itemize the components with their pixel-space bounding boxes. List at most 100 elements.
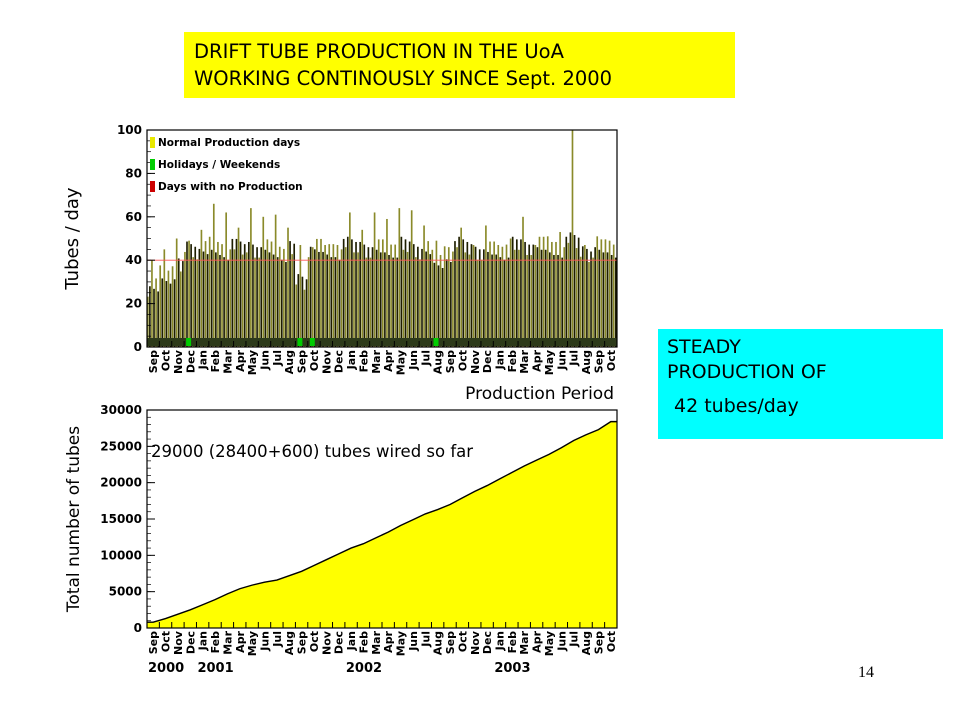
production-bar bbox=[608, 240, 611, 347]
production-bar bbox=[503, 259, 506, 347]
production-bar bbox=[159, 265, 162, 347]
production-bar bbox=[606, 252, 609, 347]
x-month-label: Apr bbox=[531, 349, 544, 371]
production-bar bbox=[221, 244, 223, 347]
production-bar bbox=[536, 247, 539, 347]
production-bar bbox=[390, 244, 392, 347]
production-bar bbox=[309, 246, 312, 347]
x-month-label: Jan bbox=[197, 350, 210, 370]
x-month-label: Jan bbox=[494, 631, 507, 651]
legend-swatch bbox=[150, 159, 155, 170]
production-bar bbox=[149, 286, 151, 347]
production-bar bbox=[363, 244, 366, 347]
x-month-label: Feb bbox=[209, 350, 222, 373]
production-bar bbox=[532, 244, 535, 347]
production-bar bbox=[600, 239, 603, 347]
x-month-label: Apr bbox=[234, 349, 247, 371]
production-bar bbox=[196, 259, 199, 347]
x-month-label: Feb bbox=[357, 631, 370, 654]
production-bar bbox=[435, 240, 438, 347]
production-bar bbox=[157, 291, 159, 347]
production-bar bbox=[334, 257, 337, 347]
x-month-label: Oct bbox=[605, 350, 618, 371]
production-bar bbox=[507, 257, 510, 347]
production-bar bbox=[505, 244, 508, 347]
production-bar bbox=[489, 241, 491, 347]
production-bar bbox=[340, 249, 343, 347]
production-bar bbox=[497, 245, 500, 347]
x-month-label: Mar bbox=[518, 349, 531, 373]
y-tick-label: 40 bbox=[125, 253, 142, 267]
x-year-label: 2001 bbox=[197, 661, 233, 676]
production-bar bbox=[382, 239, 384, 347]
holiday-marker bbox=[186, 338, 192, 346]
production-bar bbox=[163, 249, 166, 347]
production-bar bbox=[260, 247, 263, 347]
production-bar bbox=[305, 279, 308, 347]
production-bar bbox=[270, 241, 273, 347]
x-month-label: Jul bbox=[568, 631, 581, 648]
production-bar bbox=[476, 259, 479, 347]
page-number: 14 bbox=[858, 664, 874, 681]
y-tick-label: 60 bbox=[125, 210, 142, 224]
production-bar bbox=[485, 225, 487, 347]
production-bar bbox=[511, 236, 514, 347]
production-bar bbox=[212, 203, 215, 347]
x-month-label: Feb bbox=[209, 631, 222, 654]
production-bar bbox=[419, 259, 421, 347]
production-bar bbox=[546, 236, 549, 347]
title-line-1: DRIFT TUBE PRODUCTION IN THE UoA bbox=[194, 40, 564, 63]
production-bar bbox=[388, 254, 390, 347]
production-bar bbox=[295, 284, 298, 347]
production-bar bbox=[285, 261, 287, 347]
y-tick-label: 100 bbox=[117, 123, 142, 137]
production-bar bbox=[291, 254, 293, 347]
production-bar bbox=[278, 246, 281, 347]
production-bar bbox=[425, 251, 427, 347]
production-bar bbox=[318, 251, 320, 347]
production-bar bbox=[495, 254, 498, 347]
x-month-label: Oct bbox=[456, 350, 469, 371]
production-bar bbox=[447, 247, 450, 347]
x-month-label: Dec bbox=[481, 350, 494, 373]
production-bar bbox=[396, 257, 399, 347]
x-month-label: Apr bbox=[531, 630, 544, 652]
production-bar bbox=[336, 245, 339, 347]
production-bar bbox=[353, 252, 355, 347]
production-bar bbox=[588, 261, 590, 347]
steady-production-callout: STEADY PRODUCTION OF 42 tubes/day bbox=[658, 329, 943, 439]
x-month-label: Oct bbox=[308, 631, 321, 652]
production-bar bbox=[540, 249, 543, 347]
production-bar bbox=[441, 268, 444, 347]
production-bar bbox=[596, 236, 599, 347]
production-bar bbox=[188, 240, 190, 347]
production-bar bbox=[483, 249, 485, 347]
title-banner: DRIFT TUBE PRODUCTION IN THE UoA WORKING… bbox=[184, 32, 735, 98]
production-bar bbox=[237, 227, 240, 347]
y-tick-label: 5000 bbox=[109, 585, 142, 599]
production-bar bbox=[173, 279, 176, 347]
production-bar bbox=[252, 244, 254, 347]
production-bar bbox=[289, 241, 291, 347]
x-month-label: Aug bbox=[432, 631, 445, 655]
production-bar bbox=[575, 248, 578, 347]
production-bar bbox=[559, 231, 561, 347]
production-bar bbox=[227, 259, 230, 347]
production-bar bbox=[468, 254, 471, 347]
x-month-label: Aug bbox=[283, 350, 296, 374]
production-bar bbox=[493, 241, 495, 347]
production-bar bbox=[553, 254, 555, 347]
production-bar bbox=[349, 212, 351, 347]
x-year-label: 2000 bbox=[148, 661, 184, 676]
x-month-label: Feb bbox=[506, 350, 519, 373]
production-bar bbox=[474, 246, 477, 347]
production-bar bbox=[472, 245, 475, 347]
x-month-label: Sep bbox=[147, 350, 160, 373]
production-bar bbox=[307, 257, 310, 347]
production-bar bbox=[161, 278, 164, 347]
y-tick-label: 0 bbox=[134, 621, 142, 635]
x-month-label: Aug bbox=[283, 631, 296, 655]
legend-label: Holidays / Weekends bbox=[158, 159, 280, 171]
